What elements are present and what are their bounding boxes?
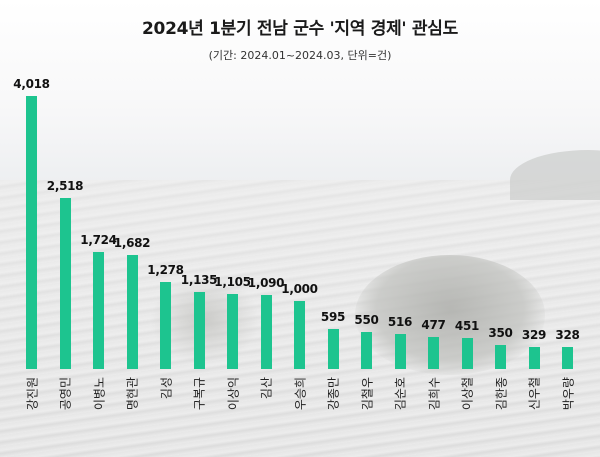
bar xyxy=(26,96,37,369)
category-label: 김철우 xyxy=(360,377,374,437)
category-label-text: 이상익 xyxy=(226,377,240,411)
bar xyxy=(59,198,71,369)
category-label-text: 강진원 xyxy=(25,377,39,411)
bar xyxy=(327,329,339,369)
bar-value-label: 1,278 xyxy=(147,263,184,277)
category-label-text: 공영민 xyxy=(58,377,73,411)
bar-value-label: 1,090 xyxy=(247,276,285,290)
category-label-text: 우승희 xyxy=(293,377,307,411)
category-label: 우승희 xyxy=(293,377,307,437)
bar-value-label: 550 xyxy=(354,313,379,327)
category-label-text: 김한종 xyxy=(494,377,508,411)
bar-value-label: 1,724 xyxy=(80,233,117,247)
category-label: 신우철 xyxy=(527,377,542,437)
category-label: 이병노 xyxy=(92,377,106,437)
chart-subtitle: (기간: 2024.01~2024.03, 단위=건) xyxy=(208,49,392,62)
bar-value-label: 328 xyxy=(555,328,580,342)
bar-value-label: 1,682 xyxy=(113,236,151,250)
category-label-text: 이병노 xyxy=(92,377,106,411)
category-label: 김한종 xyxy=(494,377,508,437)
bar-value-label: 1,105 xyxy=(214,275,251,289)
bar xyxy=(260,295,272,369)
bar-value-label: 477 xyxy=(421,318,446,332)
bar-value-label: 329 xyxy=(521,328,547,342)
category-label: 김순호 xyxy=(393,377,408,437)
bar xyxy=(361,332,372,369)
category-label: 구복규 xyxy=(192,377,207,437)
category-label: 김산 xyxy=(259,377,274,437)
category-label: 이상익 xyxy=(226,377,240,437)
category-label: 김희수 xyxy=(427,377,441,437)
category-label-text: 박우량 xyxy=(561,377,575,411)
category-label: 박우량 xyxy=(561,377,575,437)
bar xyxy=(126,255,138,369)
category-label: 명현관 xyxy=(125,377,140,437)
category-label-text: 이상철 xyxy=(460,377,475,411)
bar-value-label: 2,518 xyxy=(46,179,84,193)
bar xyxy=(294,301,305,369)
category-label-text: 구복규 xyxy=(192,377,207,411)
bar xyxy=(93,252,104,369)
bar-value-label: 1,135 xyxy=(180,273,218,287)
bar xyxy=(193,292,205,369)
bar xyxy=(495,345,506,369)
background-sky xyxy=(0,0,600,190)
category-label-text: 김희수 xyxy=(427,377,441,411)
category-label: 강진원 xyxy=(25,377,39,437)
category-label-text: 신우철 xyxy=(527,377,542,411)
category-label-text: 김철우 xyxy=(360,377,374,411)
bar xyxy=(227,294,238,369)
bar-value-label: 451 xyxy=(454,319,480,333)
bar xyxy=(562,347,573,369)
category-label-text: 김순호 xyxy=(393,377,408,411)
bar xyxy=(528,347,540,369)
bar xyxy=(428,337,439,369)
category-label: 공영민 xyxy=(58,377,73,437)
category-label: 김성 xyxy=(159,377,173,437)
category-label-text: 명현관 xyxy=(125,377,140,411)
bar-value-label: 1,000 xyxy=(281,282,318,296)
category-label-text: 강종만 xyxy=(326,377,341,411)
background-rock xyxy=(355,255,545,375)
bar xyxy=(461,338,473,369)
bar xyxy=(160,282,171,369)
category-label-text: 김산 xyxy=(259,377,274,400)
bar-value-label: 595 xyxy=(320,310,346,324)
bar xyxy=(394,334,406,369)
bar-value-label: 4,018 xyxy=(13,77,50,91)
category-label: 이상철 xyxy=(460,377,475,437)
bar-value-label: 350 xyxy=(488,326,513,340)
chart-title: 2024년 1분기 전남 군수 '지역 경제' 관심도 xyxy=(142,19,458,39)
category-label-text: 김성 xyxy=(159,377,173,400)
bar-value-label: 516 xyxy=(387,315,413,329)
category-label: 강종만 xyxy=(326,377,341,437)
